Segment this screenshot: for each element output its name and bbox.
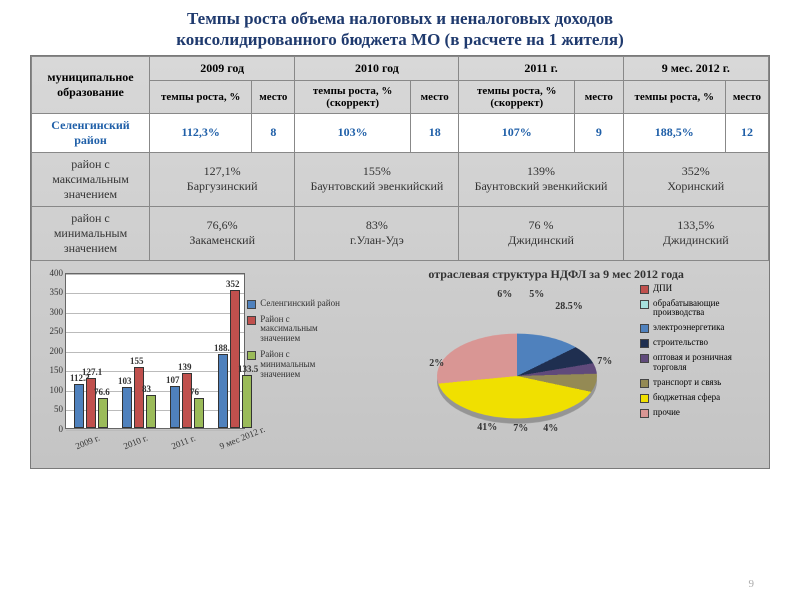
bar bbox=[98, 398, 108, 428]
pie-stage: 6% 5% 28.5% 7% 4% 7% 41% 2% ДПИ обрабатывающие п… bbox=[347, 284, 765, 464]
pie-legend-item: электроэнергетика bbox=[640, 323, 765, 333]
pie-legend-item: бюджетная сфера bbox=[640, 393, 765, 403]
charts-row: 112.3127.176.62009 г.103155832010 г.1071… bbox=[31, 261, 769, 468]
bar bbox=[182, 373, 192, 427]
pie-slice-label: 7% bbox=[597, 356, 612, 367]
growth-table: муниципальное образование2009 год2010 го… bbox=[31, 56, 769, 261]
bar bbox=[74, 384, 84, 428]
bar-legend-item: Район с минимальным значением bbox=[247, 350, 343, 380]
pie-legend-item: прочие bbox=[640, 408, 765, 418]
title-line-1: Темпы роста объема налоговых и неналогов… bbox=[187, 9, 613, 28]
bar bbox=[194, 398, 204, 428]
pie-legend-item: транспорт и связь bbox=[640, 378, 765, 388]
bar bbox=[146, 395, 156, 427]
pie-slice-label: 41% bbox=[477, 422, 497, 433]
title-line-2: консолидированного бюджета МО (в расчете… bbox=[176, 30, 624, 49]
pie-slice-label: 28.5% bbox=[555, 301, 583, 312]
bar bbox=[134, 367, 144, 427]
bar bbox=[86, 378, 96, 428]
bar-legend-item: Район с максимальным значением bbox=[247, 315, 343, 345]
pie-title: отраслевая структура НДФЛ за 9 мес 2012 … bbox=[347, 267, 765, 284]
bar bbox=[122, 387, 132, 427]
pie-holder: 6% 5% 28.5% 7% 4% 7% 41% 2% bbox=[407, 286, 627, 456]
bar bbox=[170, 386, 180, 428]
bar-chart: 112.3127.176.62009 г.103155832010 г.1071… bbox=[35, 267, 343, 457]
bar-chart-container: 112.3127.176.62009 г.103155832010 г.1071… bbox=[35, 267, 343, 464]
bar-legend-item: Селенгинский район bbox=[247, 299, 343, 309]
bar bbox=[218, 354, 228, 428]
pie-slice-label: 4% bbox=[543, 423, 558, 434]
table-header: муниципальное образование2009 год2010 го… bbox=[32, 56, 769, 113]
pie-chart-container: отраслевая структура НДФЛ за 9 мес 2012 … bbox=[347, 267, 765, 464]
pie-legend-item: ДПИ bbox=[640, 284, 765, 294]
page-number: 9 bbox=[749, 578, 755, 590]
pie-slice-label: 2% bbox=[429, 358, 444, 369]
bar bbox=[230, 290, 240, 427]
bar-legend: Селенгинский район Район с максимальным з… bbox=[247, 299, 343, 386]
pie-slice-label: 7% bbox=[513, 423, 528, 434]
main-panel: муниципальное образование2009 год2010 го… bbox=[30, 55, 770, 469]
pie-legend: ДПИ обрабатывающие производства электроэне… bbox=[640, 284, 765, 424]
pie-slice-label: 6% bbox=[497, 289, 512, 300]
bar-plot: 112.3127.176.62009 г.103155832010 г.1071… bbox=[65, 273, 245, 429]
pie-legend-item: обрабатывающие производства bbox=[640, 299, 765, 319]
pie-legend-item: строительство bbox=[640, 338, 765, 348]
pie-legend-item: оптовая и розничная торговля bbox=[640, 353, 765, 373]
pie-slice-label: 5% bbox=[529, 289, 544, 300]
page-title: Темпы роста объема налоговых и неналогов… bbox=[0, 0, 800, 55]
table-body: Селенгинский район112,3%8103%18107%9188,… bbox=[32, 113, 769, 260]
pie bbox=[437, 333, 597, 418]
